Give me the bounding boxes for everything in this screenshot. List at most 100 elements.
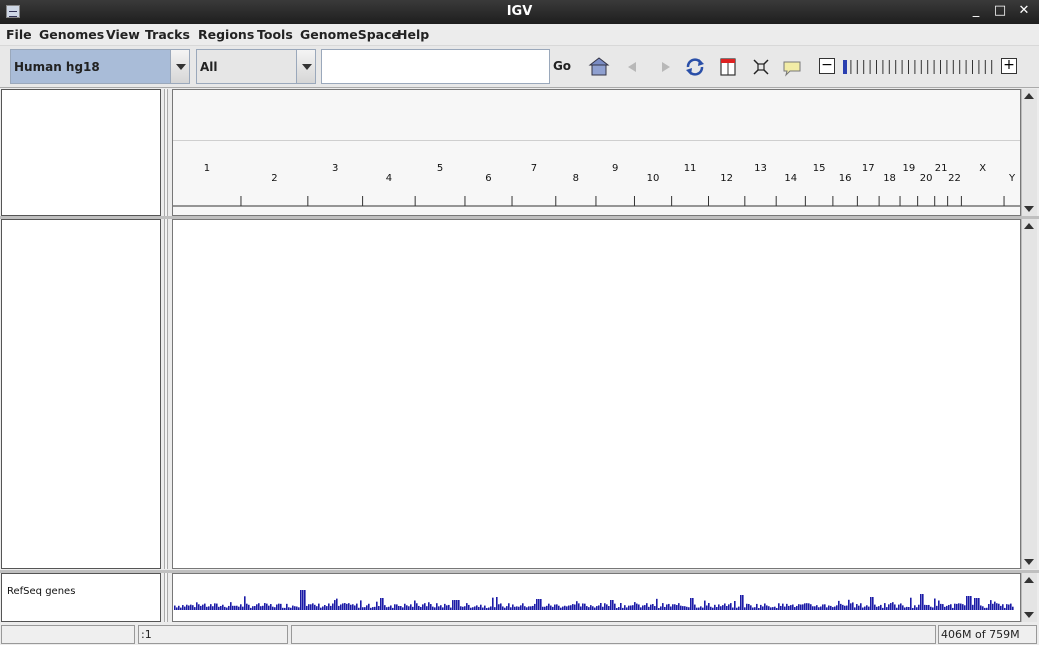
go-button[interactable]: Go xyxy=(552,59,572,73)
forward-arrow-icon[interactable] xyxy=(654,56,676,78)
data-track-panel[interactable] xyxy=(172,219,1021,569)
chromosome-label[interactable]: 7 xyxy=(531,163,537,174)
zoom-level-tick[interactable] xyxy=(882,60,884,74)
chevron-down-icon[interactable] xyxy=(296,50,315,83)
region-of-interest-icon[interactable] xyxy=(717,56,739,78)
zoom-level-tick[interactable] xyxy=(869,60,871,74)
chromosome-dropdown[interactable]: All xyxy=(196,49,316,84)
menu-file[interactable]: File xyxy=(6,27,32,42)
chevron-down-icon[interactable] xyxy=(170,50,189,83)
gene-density-bar xyxy=(388,606,390,610)
chromosome-label[interactable]: 15 xyxy=(813,163,826,174)
zoom-level-tick[interactable] xyxy=(920,60,922,74)
locus-search-input[interactable] xyxy=(321,49,550,84)
zoom-level-tick[interactable] xyxy=(927,60,929,74)
zoom-level-tick[interactable] xyxy=(914,60,916,74)
chromosome-label[interactable]: 12 xyxy=(720,173,733,184)
scroll-up-icon[interactable] xyxy=(1024,577,1034,583)
feature-scrollbar[interactable] xyxy=(1021,573,1037,622)
gene-density-bar xyxy=(334,600,336,610)
chromosome-label[interactable]: 10 xyxy=(647,173,660,184)
chromosome-label[interactable]: X xyxy=(979,163,986,174)
zoom-level-tick[interactable] xyxy=(876,60,877,74)
zoom-level-tick[interactable] xyxy=(972,60,973,74)
zoom-level-tick[interactable] xyxy=(850,60,852,74)
zoom-out-button[interactable]: − xyxy=(819,58,835,74)
gene-density-bar xyxy=(444,603,446,610)
zoom-in-button[interactable]: + xyxy=(1001,58,1017,74)
header-data-panel[interactable]: 1 2 3 4 5 6 7 8 9 10 11 12 13 14 15 16 17 18 19 20 21 22 X Y xyxy=(172,89,1021,216)
zoom-level-tick[interactable] xyxy=(940,60,941,74)
zoom-level-thumb[interactable] xyxy=(843,60,847,74)
menu-help[interactable]: Help xyxy=(397,27,430,42)
back-arrow-icon[interactable] xyxy=(622,56,644,78)
chromosome-label[interactable]: 17 xyxy=(862,163,875,174)
chromosome-label[interactable]: 11 xyxy=(684,163,697,174)
zoom-level-tick[interactable] xyxy=(952,60,954,74)
scroll-up-icon[interactable] xyxy=(1024,223,1034,229)
popup-info-icon[interactable] xyxy=(781,56,803,78)
gene-density-bar xyxy=(714,604,716,610)
zoom-level-tick[interactable] xyxy=(933,60,935,74)
zoom-level-tick[interactable] xyxy=(895,60,897,74)
chromosome-label[interactable]: 2 xyxy=(271,173,277,184)
chromosome-label[interactable]: 20 xyxy=(920,173,933,184)
zoom-level-tick[interactable] xyxy=(946,60,948,74)
menu-genomespace[interactable]: GenomeSpace xyxy=(300,27,400,42)
panel-divider[interactable] xyxy=(0,570,1039,573)
refseq-gene-density-track[interactable] xyxy=(173,574,1020,621)
chromosome-label[interactable]: 5 xyxy=(437,163,443,174)
zoom-level-tick[interactable] xyxy=(984,60,986,74)
gene-density-bar xyxy=(836,605,838,610)
genome-dropdown[interactable]: Human hg18 xyxy=(10,49,190,84)
zoom-level-tick[interactable] xyxy=(965,60,967,74)
menu-view[interactable]: View xyxy=(106,27,140,42)
minimize-icon[interactable]: _ xyxy=(972,3,980,18)
chromosome-label[interactable]: 18 xyxy=(883,173,896,184)
menu-regions[interactable]: Regions xyxy=(198,27,255,42)
zoom-level-tick[interactable] xyxy=(959,60,961,74)
menu-tracks[interactable]: Tracks xyxy=(145,27,190,42)
chromosome-label[interactable]: 3 xyxy=(332,163,338,174)
scroll-up-icon[interactable] xyxy=(1024,93,1034,99)
data-scrollbar[interactable] xyxy=(1021,219,1037,569)
feature-track-panel[interactable] xyxy=(172,573,1021,622)
close-icon[interactable]: ✕ xyxy=(1018,3,1030,18)
chromosome-label[interactable]: 21 xyxy=(935,163,948,174)
chromosome-label[interactable]: 13 xyxy=(754,163,767,174)
zoom-slider[interactable] xyxy=(842,59,997,75)
zoom-level-tick[interactable] xyxy=(908,60,909,74)
track-name-refseq-genes[interactable]: RefSeq genes xyxy=(7,586,76,597)
scroll-down-icon[interactable] xyxy=(1024,612,1034,618)
resize-to-window-icon[interactable] xyxy=(750,56,772,78)
chromosome-label[interactable]: 8 xyxy=(573,173,579,184)
zoom-level-tick[interactable] xyxy=(978,60,980,74)
header-scrollbar[interactable] xyxy=(1021,89,1037,216)
zoom-level-tick[interactable] xyxy=(991,60,993,74)
chromosome-label[interactable]: 1 xyxy=(204,163,210,174)
menu-tools[interactable]: Tools xyxy=(257,27,293,42)
chromosome-label[interactable]: 16 xyxy=(839,173,852,184)
chromosome-label[interactable]: 9 xyxy=(612,163,618,174)
maximize-icon[interactable]: □ xyxy=(993,3,1007,18)
chromosome-label[interactable]: Y xyxy=(1008,173,1016,184)
zoom-level-tick[interactable] xyxy=(856,60,858,74)
scroll-down-icon[interactable] xyxy=(1024,559,1034,565)
status-info xyxy=(291,625,936,644)
gene-density-bar xyxy=(232,605,234,610)
chromosome-label[interactable]: 4 xyxy=(386,173,392,184)
chromosome-label[interactable]: 6 xyxy=(485,173,491,184)
panel-divider[interactable] xyxy=(0,216,1039,219)
zoom-level-tick[interactable] xyxy=(888,60,890,74)
zoom-level-tick[interactable] xyxy=(863,60,865,74)
home-icon[interactable] xyxy=(588,56,610,78)
menu-genomes[interactable]: Genomes xyxy=(39,27,105,42)
chromosome-label[interactable]: 14 xyxy=(784,173,797,184)
chromosome-label[interactable]: 22 xyxy=(948,173,961,184)
scroll-down-icon[interactable] xyxy=(1024,206,1034,212)
gene-density-bar xyxy=(248,604,250,610)
chromosome-label[interactable]: 19 xyxy=(902,163,915,174)
zoom-level-tick[interactable] xyxy=(901,60,903,74)
refresh-icon[interactable] xyxy=(684,56,706,78)
